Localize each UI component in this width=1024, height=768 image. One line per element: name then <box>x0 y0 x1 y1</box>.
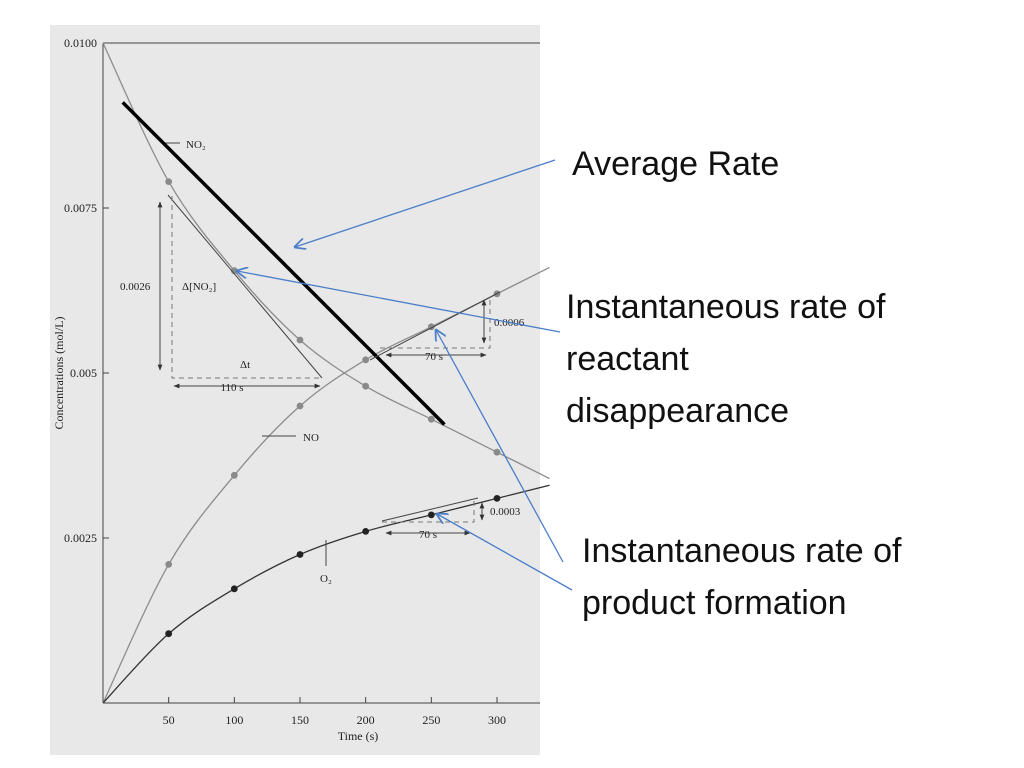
series-o2-name: O₂ <box>320 573 332 585</box>
series-no2-point <box>296 336 304 344</box>
series-o2-point <box>493 495 501 502</box>
average-rate-label: Average Rate <box>572 145 779 183</box>
o2-dt-value: 70 s <box>419 529 437 541</box>
product-rate-label-line2: product formation <box>582 584 847 622</box>
callouts: Average Rate Instantaneous rate of react… <box>237 145 902 622</box>
x-axis-ticks: 50 100 150 200 250 300 <box>163 697 506 727</box>
series-o2-point <box>427 511 435 519</box>
no2-delta-value: 0.0026 <box>120 281 151 293</box>
y-axis-ticks: 0.0025 0.005 0.0075 0.0100 <box>64 36 109 545</box>
average-rate-arrow <box>295 159 556 247</box>
series-no2-name: NO₂ <box>186 139 206 151</box>
average-rate-line <box>121 101 446 426</box>
x-tick-label: 50 <box>163 713 175 727</box>
y-axis-title: Concentrations (mol/L) <box>52 317 66 430</box>
series-no-point <box>296 402 304 410</box>
series-no-point <box>165 561 173 568</box>
product-rate-label-line1: Instantaneous rate of <box>582 532 902 570</box>
series-o2-point <box>362 528 370 535</box>
series-no2-point <box>427 415 435 423</box>
y-tick-label: 0.0025 <box>64 531 97 545</box>
x-tick-label: 150 <box>291 713 309 727</box>
series-o2-point <box>165 630 173 638</box>
series-no2-point <box>362 382 370 390</box>
x-tick-label: 200 <box>357 713 375 727</box>
reactant-rate-label-line3: disappearance <box>566 392 789 430</box>
series-no-point <box>230 471 238 479</box>
no2-delta-label: Δ[NO₂] <box>182 281 216 293</box>
reactant-rate-arrow <box>237 271 561 333</box>
series-no-point <box>362 356 370 364</box>
series-o2-point <box>296 551 304 558</box>
series-no-name: NO <box>303 432 319 444</box>
x-tick-label: 300 <box>488 713 506 727</box>
y-tick-label: 0.0100 <box>64 36 97 50</box>
x-tick-label: 100 <box>225 713 243 727</box>
no-tangent-line <box>369 291 501 361</box>
series-layer: NO₂ NO O₂ <box>102 42 550 704</box>
reactant-rate-label-line1: Instantaneous rate of <box>566 288 886 326</box>
series-o2-point <box>230 585 238 593</box>
series-no2-point <box>165 178 173 186</box>
product-rate-arrow-o2 <box>437 514 573 591</box>
no2-dt-value: 110 s <box>220 382 243 394</box>
series-no2-point <box>493 448 501 456</box>
no2-tangent-line <box>167 194 323 379</box>
x-tick-label: 250 <box>422 713 440 727</box>
y-tick-label: 0.0075 <box>64 201 97 215</box>
x-axis-title: Time (s) <box>338 729 379 743</box>
scanned-chart-background <box>50 25 540 755</box>
chart-plot-area: 50 100 150 200 250 300 0.0025 0.005 0.0075 0.010… <box>52 36 550 743</box>
no-dt-value: 70 s <box>425 351 443 363</box>
no-tangent-triangle <box>380 296 491 349</box>
no2-dt-label: Δt <box>240 359 250 371</box>
o2-tangent-triangle <box>382 500 475 523</box>
reactant-rate-label-line2: reactant <box>566 340 689 378</box>
o2-tangent-line <box>381 497 479 522</box>
o2-delta-value: 0.0003 <box>490 506 521 518</box>
no2-tangent-triangle <box>171 196 322 379</box>
product-rate-arrow-no <box>436 330 564 563</box>
y-tick-label: 0.005 <box>70 366 97 380</box>
